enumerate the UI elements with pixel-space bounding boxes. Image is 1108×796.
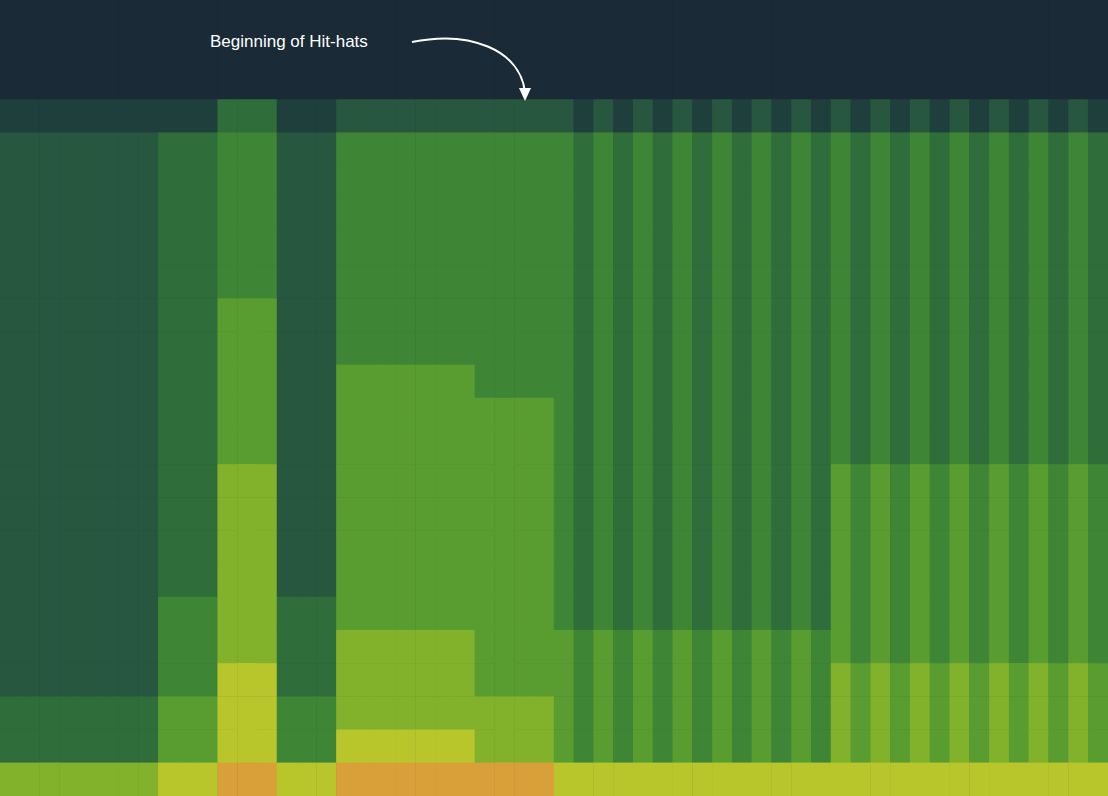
svg-text:Beginning of Hit-hats: Beginning of Hit-hats bbox=[210, 32, 368, 51]
